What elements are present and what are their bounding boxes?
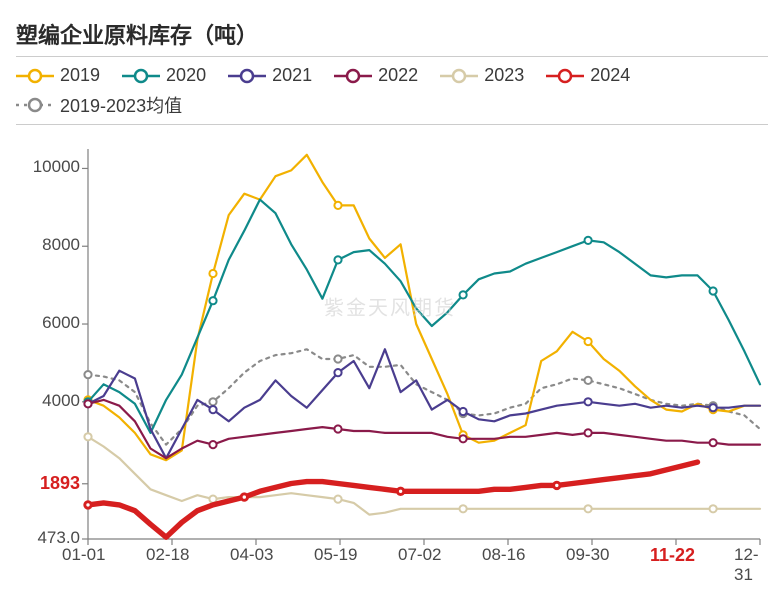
series-marker — [209, 297, 216, 304]
legend-swatch — [122, 66, 160, 86]
legend-swatch — [228, 66, 266, 86]
y-tick-label: 4000 — [42, 391, 80, 411]
x-tick-label: 08-16 — [482, 545, 525, 565]
y-tick-label: 6000 — [42, 313, 80, 333]
legend-label: 2022 — [378, 65, 418, 86]
legend-label: 2023 — [484, 65, 524, 86]
chart-svg — [16, 135, 764, 585]
series-marker — [710, 287, 717, 294]
series-marker — [585, 338, 592, 345]
x-tick-label: 01-01 — [62, 545, 105, 565]
series-marker — [585, 237, 592, 244]
title-divider — [16, 56, 768, 57]
legend-item: 2024 — [546, 65, 630, 86]
series-marker — [209, 270, 216, 277]
chart-title: 塑编企业原料库存（吨） — [16, 18, 768, 50]
series-marker — [84, 433, 91, 440]
legend-label: 2024 — [590, 65, 630, 86]
legend-item: 2023 — [440, 65, 524, 86]
legend-item: 2019 — [16, 65, 100, 86]
series-marker — [209, 406, 216, 413]
series-marker — [334, 369, 341, 376]
series-marker — [585, 429, 592, 436]
series-marker — [585, 398, 592, 405]
series-marker — [554, 482, 560, 488]
series-marker — [334, 355, 341, 362]
series-marker — [460, 505, 467, 512]
series-marker — [241, 494, 247, 500]
series-marker — [710, 439, 717, 446]
series-marker — [397, 488, 403, 494]
x-tick-label: 12-31 — [734, 545, 764, 585]
series-marker — [585, 377, 592, 384]
legend-swatch — [16, 66, 54, 86]
series-marker — [334, 256, 341, 263]
y-tick-label: 8000 — [42, 235, 80, 255]
legend-swatch — [16, 95, 54, 115]
series-marker — [334, 496, 341, 503]
legend-item: 2019-2023均值 — [16, 92, 182, 118]
legend-item: 2020 — [122, 65, 206, 86]
series-marker — [585, 505, 592, 512]
legend-swatch — [546, 66, 584, 86]
legend-divider — [16, 124, 768, 125]
series-marker — [460, 291, 467, 298]
legend-swatch — [440, 66, 478, 86]
series-line — [88, 437, 760, 515]
legend: 2019 2020 2021 2022 2023 2024 2019-2023均值 — [16, 65, 768, 118]
x-tick-label: 07-02 — [398, 545, 441, 565]
series-marker — [460, 435, 467, 442]
x-tick-label: 04-03 — [230, 545, 273, 565]
series-marker — [84, 371, 91, 378]
legend-label: 2021 — [272, 65, 312, 86]
series-marker — [334, 202, 341, 209]
legend-label: 2019-2023均值 — [60, 92, 182, 118]
series-marker — [460, 408, 467, 415]
series-marker — [334, 425, 341, 432]
x-tick-label: 05-19 — [314, 545, 357, 565]
series-line — [88, 400, 760, 458]
series-marker — [85, 502, 91, 508]
y-tick-label: 10000 — [33, 157, 80, 177]
legend-swatch — [334, 66, 372, 86]
legend-label: 2019 — [60, 65, 100, 86]
series-marker — [710, 505, 717, 512]
series-marker — [209, 398, 216, 405]
y-highlight-label: 1893 — [40, 473, 80, 494]
x-tick-label: 02-18 — [146, 545, 189, 565]
series-marker — [84, 400, 91, 407]
legend-label: 2020 — [166, 65, 206, 86]
series-marker — [710, 404, 717, 411]
legend-item: 2021 — [228, 65, 312, 86]
x-tick-label: 09-30 — [566, 545, 609, 565]
legend-item: 2022 — [334, 65, 418, 86]
x-highlight-label: 11-22 — [650, 545, 695, 566]
chart-area: 紫金天风期货 473.018934000600080001000001-0102… — [16, 135, 764, 585]
series-marker — [209, 441, 216, 448]
